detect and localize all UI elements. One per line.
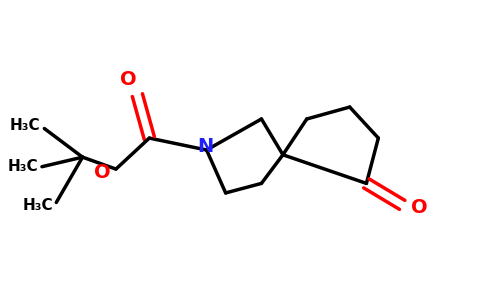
Text: O: O	[120, 70, 136, 89]
Text: O: O	[93, 164, 110, 182]
Text: H₃C: H₃C	[23, 198, 53, 213]
Text: H₃C: H₃C	[10, 118, 41, 133]
Text: H₃C: H₃C	[8, 159, 38, 174]
Text: N: N	[197, 137, 214, 156]
Text: O: O	[411, 198, 427, 217]
